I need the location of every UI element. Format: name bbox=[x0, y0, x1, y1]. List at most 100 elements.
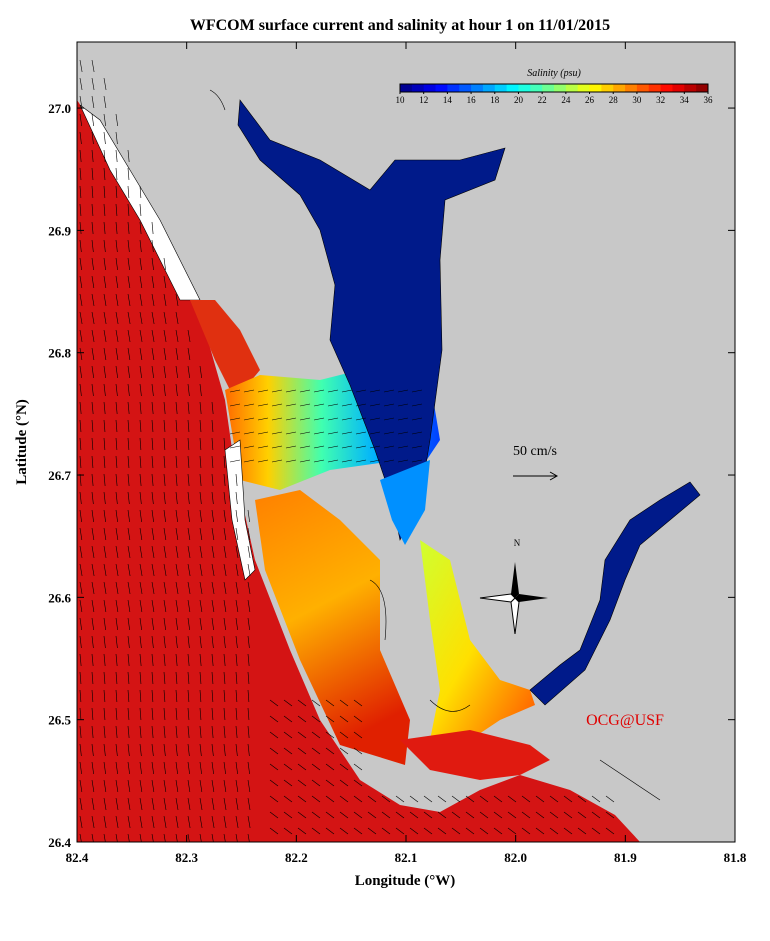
current-vector bbox=[549, 827, 559, 835]
current-vector bbox=[285, 459, 297, 463]
current-vector bbox=[229, 403, 241, 407]
current-vector bbox=[79, 527, 83, 541]
current-vector bbox=[247, 653, 250, 667]
current-vector bbox=[115, 617, 118, 631]
current-vector bbox=[79, 563, 83, 577]
current-vector bbox=[163, 635, 166, 649]
current-vector bbox=[103, 383, 106, 397]
current-vector bbox=[269, 699, 279, 707]
current-vector bbox=[507, 795, 517, 803]
current-vector bbox=[163, 797, 167, 811]
current-vector bbox=[563, 795, 573, 803]
y-tick-label: 26.6 bbox=[48, 590, 71, 605]
current-vector bbox=[115, 149, 118, 163]
current-vector bbox=[127, 257, 130, 271]
current-vector bbox=[211, 761, 214, 775]
current-vector bbox=[507, 811, 517, 819]
colorbar-cell bbox=[494, 84, 508, 92]
colorbar-tick-label: 10 bbox=[396, 95, 406, 105]
current-vector bbox=[355, 403, 367, 407]
current-vector bbox=[211, 545, 215, 559]
current-vector bbox=[91, 707, 94, 721]
current-vector bbox=[339, 763, 349, 771]
current-vector bbox=[115, 653, 118, 667]
current-vector bbox=[139, 311, 143, 325]
current-vector bbox=[163, 509, 166, 523]
current-vector bbox=[187, 401, 190, 415]
current-vector bbox=[187, 725, 190, 739]
current-vector bbox=[151, 329, 155, 343]
current-vector bbox=[127, 149, 130, 163]
y-tick-label: 26.5 bbox=[48, 713, 71, 728]
current-vector bbox=[103, 761, 106, 775]
current-vector bbox=[127, 707, 130, 721]
current-vector bbox=[103, 221, 106, 235]
current-vector bbox=[175, 653, 178, 667]
current-vector bbox=[339, 699, 349, 707]
current-vector bbox=[139, 203, 142, 217]
current-vector bbox=[339, 779, 349, 787]
current-vector bbox=[163, 779, 167, 793]
current-vector bbox=[187, 527, 191, 541]
current-vector bbox=[115, 509, 118, 523]
current-vector bbox=[175, 563, 179, 577]
current-vector bbox=[175, 491, 178, 505]
current-vector bbox=[127, 221, 130, 235]
current-vector bbox=[465, 795, 475, 803]
current-vector bbox=[187, 797, 191, 811]
current-vector bbox=[247, 743, 250, 757]
current-vector bbox=[223, 509, 226, 523]
current-vector bbox=[247, 671, 250, 685]
current-vector bbox=[103, 419, 106, 433]
current-vector bbox=[151, 257, 154, 271]
current-vector bbox=[115, 671, 118, 685]
current-vector bbox=[115, 401, 118, 415]
current-vector bbox=[151, 455, 154, 469]
current-vector bbox=[139, 239, 142, 253]
current-vector bbox=[465, 811, 475, 819]
current-vector bbox=[235, 563, 239, 577]
current-vector bbox=[493, 795, 503, 803]
current-vector bbox=[199, 401, 202, 415]
current-vector bbox=[103, 707, 106, 721]
current-vector bbox=[91, 815, 95, 829]
current-vector bbox=[103, 455, 106, 469]
current-vector bbox=[127, 671, 130, 685]
current-vector bbox=[397, 403, 409, 407]
current-vector bbox=[297, 795, 307, 803]
current-vector bbox=[115, 743, 118, 757]
current-vector bbox=[187, 383, 190, 397]
current-vector bbox=[243, 389, 255, 393]
current-vector bbox=[605, 827, 615, 835]
current-vector bbox=[311, 779, 321, 787]
current-vector bbox=[163, 293, 167, 307]
current-vector bbox=[269, 731, 279, 739]
current-vector bbox=[115, 113, 118, 127]
current-vector bbox=[577, 827, 587, 835]
current-vector bbox=[115, 545, 119, 559]
current-vector bbox=[369, 431, 381, 435]
current-vector bbox=[175, 725, 178, 739]
current-vector bbox=[115, 527, 119, 541]
x-tick-label: 82.0 bbox=[504, 850, 527, 865]
current-vector bbox=[341, 445, 353, 449]
current-vector bbox=[151, 491, 154, 505]
map-title: WFCOM surface current and salinity at ho… bbox=[190, 17, 610, 34]
current-vector bbox=[127, 545, 131, 559]
current-vector bbox=[257, 417, 269, 421]
current-vector bbox=[115, 203, 118, 217]
colorbar-cell bbox=[589, 84, 602, 92]
current-vector bbox=[103, 257, 106, 271]
current-vector bbox=[139, 743, 142, 757]
current-vector bbox=[151, 671, 154, 685]
current-vector bbox=[163, 725, 166, 739]
colorbar-cell bbox=[565, 84, 579, 92]
current-vector bbox=[91, 743, 94, 757]
current-vector bbox=[271, 417, 283, 421]
current-vector bbox=[139, 455, 142, 469]
current-vector bbox=[151, 599, 155, 613]
colorbar-cell bbox=[672, 84, 685, 92]
current-vector bbox=[223, 797, 227, 811]
current-vector bbox=[103, 671, 106, 685]
current-vector bbox=[353, 731, 363, 739]
